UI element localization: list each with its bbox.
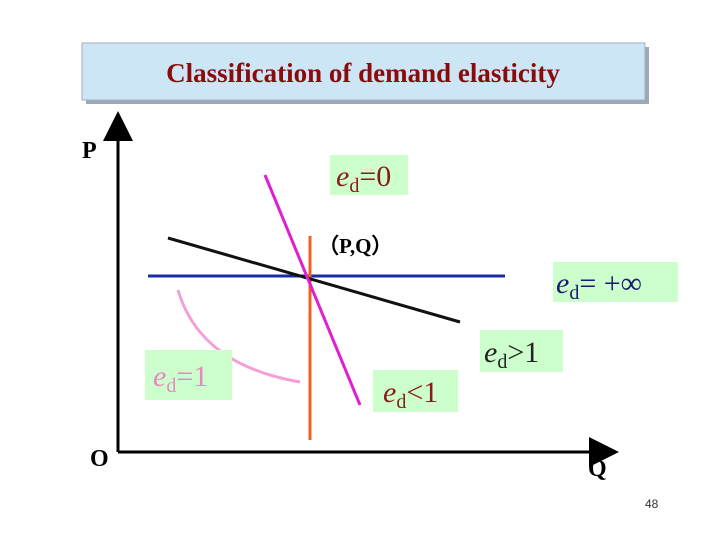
relation: = +∞ bbox=[579, 267, 642, 300]
relation: <1 bbox=[406, 376, 438, 409]
symbol: e bbox=[383, 376, 396, 409]
y-axis-label: P bbox=[82, 138, 97, 164]
svg-text:ed=1: ed=1 bbox=[153, 360, 208, 397]
relation: =1 bbox=[176, 360, 208, 393]
subscript: d bbox=[166, 375, 176, 397]
elastic-line bbox=[167, 236, 461, 324]
svg-text:ed<1: ed<1 bbox=[383, 376, 438, 413]
inelastic-line bbox=[263, 174, 362, 406]
symbol: e bbox=[336, 160, 349, 193]
title-box bbox=[81, 42, 646, 101]
subscript: d bbox=[349, 175, 359, 197]
symbol: e bbox=[484, 336, 497, 369]
svg-text:ed=0: ed=0 bbox=[336, 160, 391, 197]
svg-text:ed= +∞: ed= +∞ bbox=[556, 267, 642, 304]
symbol: e bbox=[153, 360, 166, 393]
point-label: （P,Q） bbox=[318, 234, 392, 258]
subscript: d bbox=[497, 351, 507, 373]
relation: =0 bbox=[359, 160, 391, 193]
label-e0: ed=0 bbox=[330, 155, 408, 197]
title: Classification of demand elasticity bbox=[166, 58, 560, 88]
symbol: e bbox=[556, 267, 569, 300]
label-egt1: ed>1 bbox=[480, 330, 563, 373]
origin-label: O bbox=[90, 446, 109, 472]
relation: >1 bbox=[507, 336, 539, 369]
subscript: d bbox=[396, 391, 406, 413]
svg-text:ed>1: ed>1 bbox=[484, 336, 539, 373]
label-elt1: ed<1 bbox=[373, 370, 458, 413]
subscript: d bbox=[569, 282, 579, 304]
page-number: 48 bbox=[645, 497, 659, 511]
x-axis-label: Q bbox=[588, 456, 607, 482]
label-e1: ed=1 bbox=[145, 350, 232, 400]
label-einf: ed= +∞ bbox=[553, 262, 678, 304]
